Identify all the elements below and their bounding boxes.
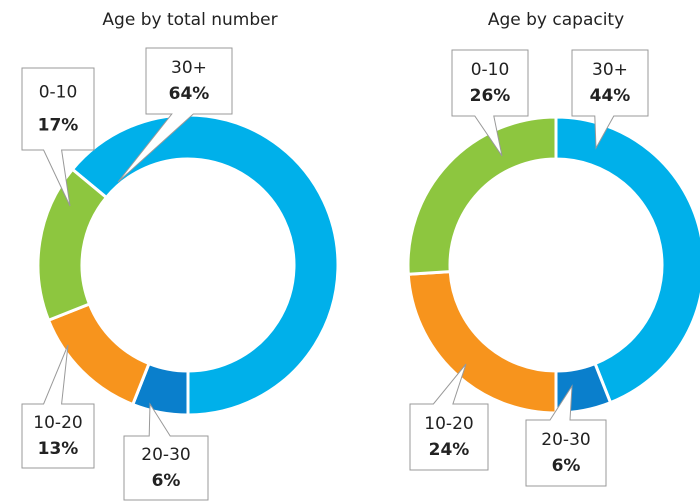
callout [409,363,489,471]
donut-segment [406,115,558,276]
category-label: 10-20 [33,413,82,433]
category-label: 0-10 [471,60,510,80]
callout [525,384,607,487]
chart-title: Age by total number [102,10,277,30]
value-label: 44% [590,86,631,106]
callout [21,344,95,469]
category-label: 30+ [592,60,628,80]
value-label: 17% [38,115,79,135]
donut-segment [36,167,109,323]
value-label: 26% [470,86,511,106]
category-label: 20-30 [141,445,190,465]
category-label: 0-10 [39,83,78,103]
callout [451,49,529,157]
callout [123,402,209,501]
value-label: 13% [38,439,79,459]
value-label: 24% [429,440,470,460]
value-label: 6% [152,471,181,491]
value-label: 64% [169,84,210,104]
callout [21,67,95,207]
callout [117,47,233,183]
value-label: 6% [552,456,581,476]
callout [571,49,649,150]
donut-segment [70,113,340,417]
category-label: 30+ [171,58,207,78]
category-label: 10-20 [424,414,473,434]
donut-segment [554,115,700,405]
category-label: 20-30 [541,430,590,450]
donut-segment [406,270,558,415]
chart-title: Age by capacity [488,10,624,30]
